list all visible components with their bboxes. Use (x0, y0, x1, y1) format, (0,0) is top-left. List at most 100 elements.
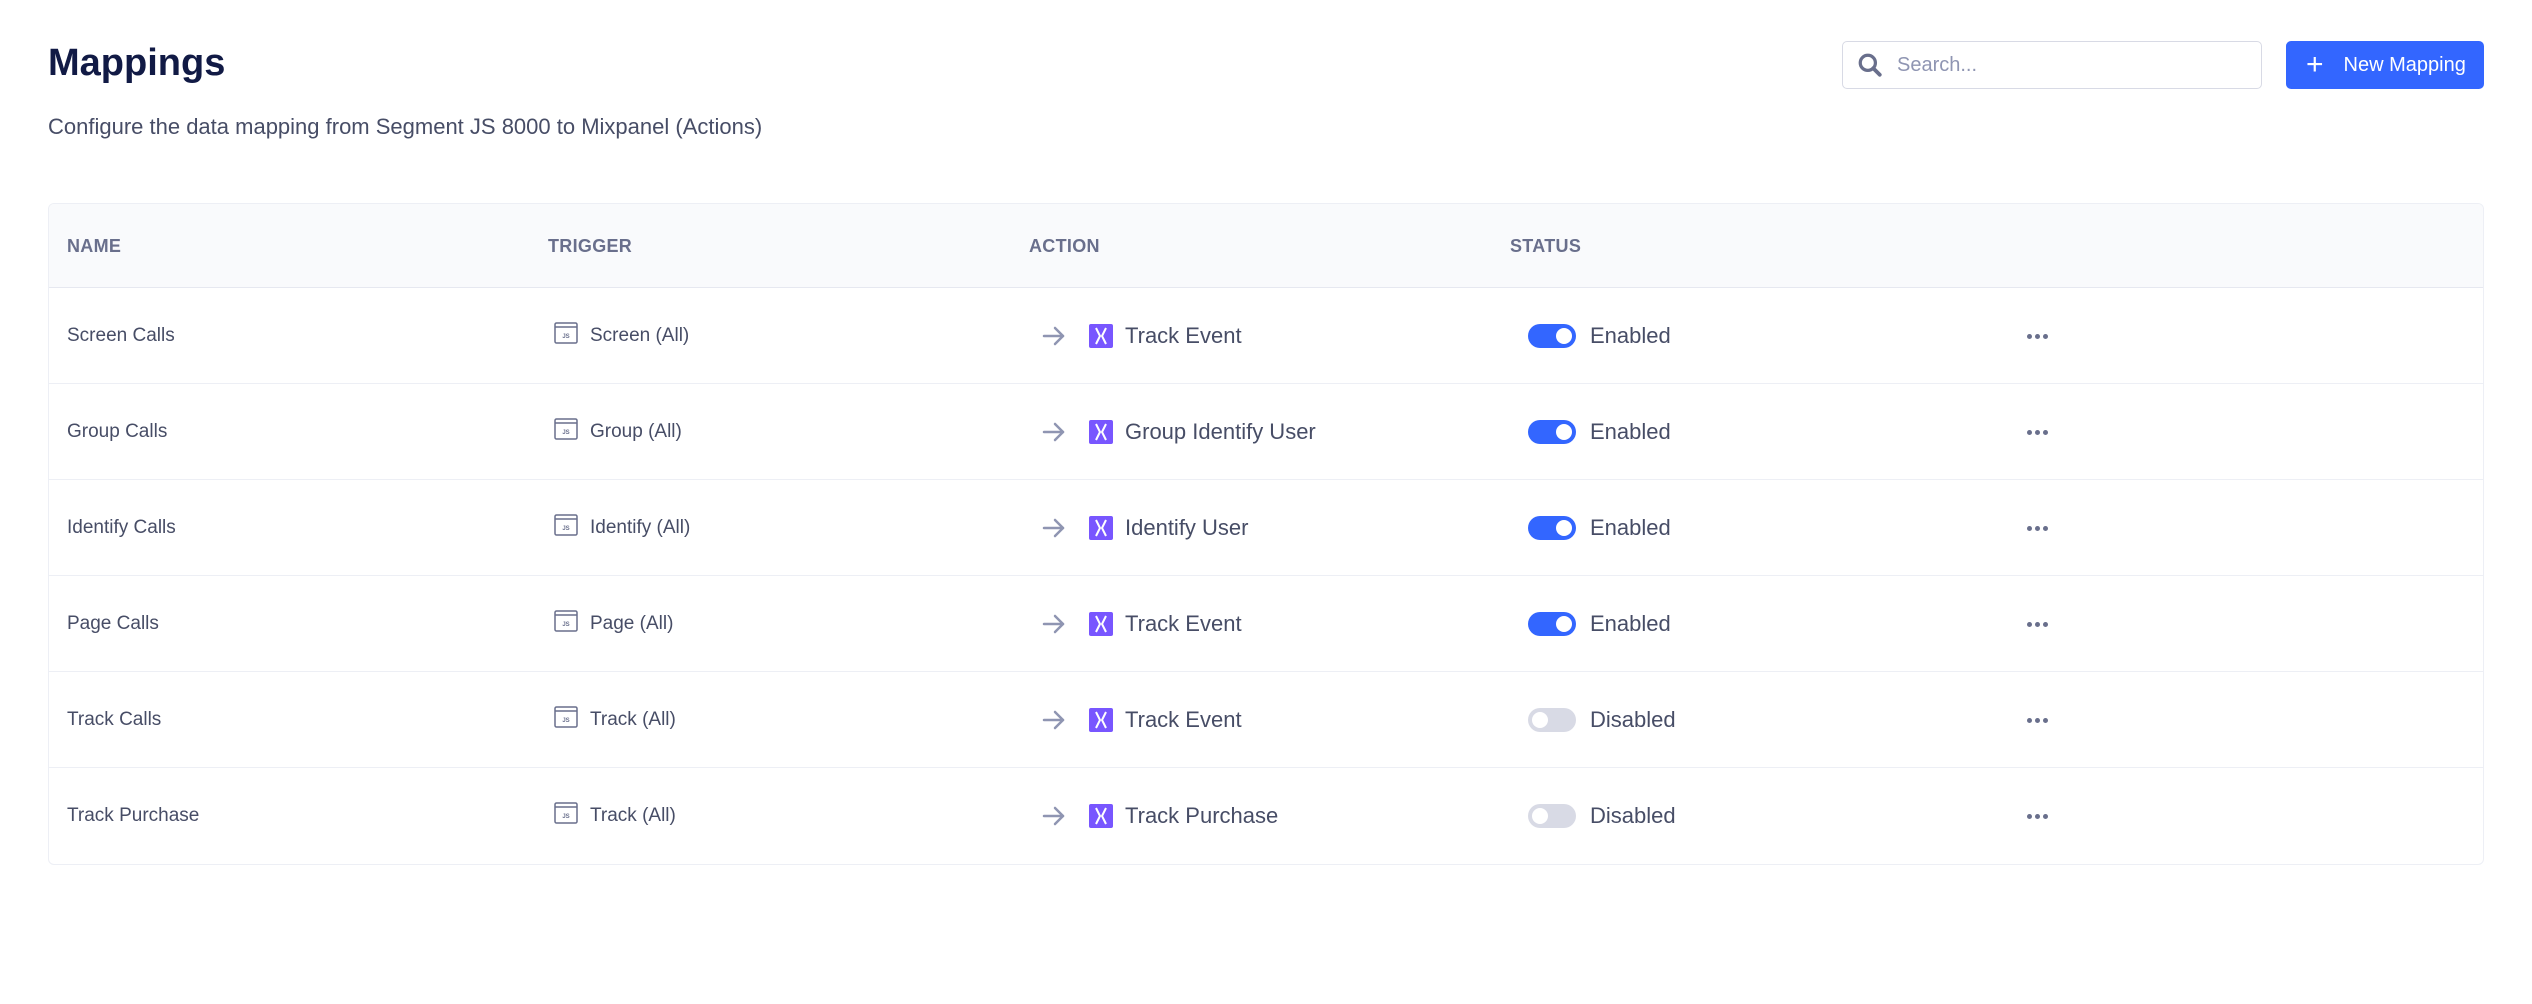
trigger-cell: JS Track (All) (554, 768, 676, 864)
mappings-table: NAME TRIGGER ACTION STATUS Screen Calls … (48, 203, 2484, 865)
toggle-knob (1556, 616, 1572, 632)
more-options-icon[interactable] (2025, 768, 2049, 864)
table-row[interactable]: Identify Calls JS Identify (All) Identif… (49, 480, 2483, 576)
js-file-icon: JS (554, 418, 578, 440)
status-cell: Disabled (1528, 672, 1676, 768)
status-toggle[interactable] (1528, 420, 1576, 444)
table-row[interactable]: Group Calls JS Group (All) Group Identif… (49, 384, 2483, 480)
js-file-icon: JS (554, 706, 578, 728)
js-file-icon: JS (554, 322, 578, 344)
status-label: Disabled (1590, 707, 1676, 732)
search-box[interactable] (1842, 41, 2262, 89)
status-toggle[interactable] (1528, 804, 1576, 828)
trigger-label: Screen (All) (590, 325, 690, 346)
status-label: Disabled (1590, 803, 1676, 828)
status-cell: Enabled (1528, 576, 1671, 672)
action-label: Track Event (1125, 707, 1242, 732)
mixpanel-logo-icon (1089, 708, 1113, 732)
js-file-icon: JS (554, 514, 578, 536)
arrow-right-icon (1042, 710, 1065, 730)
more-options-icon[interactable] (2025, 288, 2049, 384)
search-icon (1858, 53, 1882, 77)
status-toggle[interactable] (1528, 612, 1576, 636)
action-label: Track Purchase (1125, 803, 1279, 828)
action-label: Track Event (1125, 611, 1242, 636)
more-options-icon[interactable] (2025, 480, 2049, 576)
status-toggle[interactable] (1528, 516, 1576, 540)
status-label: Enabled (1590, 611, 1671, 636)
new-mapping-label: New Mapping (2343, 53, 2466, 76)
table-row[interactable]: Track Purchase JS Track (All) Track Purc… (49, 768, 2483, 864)
arrow-right-icon (1042, 326, 1065, 346)
more-options-icon[interactable] (2025, 384, 2049, 480)
action-label: Identify User (1125, 515, 1249, 540)
toggle-knob (1532, 808, 1548, 824)
svg-text:JS: JS (562, 622, 569, 628)
new-mapping-button[interactable]: + New Mapping (2286, 41, 2484, 89)
status-toggle[interactable] (1528, 324, 1576, 348)
column-header-action: ACTION (1029, 236, 1100, 256)
mapping-name: Track Calls (67, 709, 162, 730)
action-label: Track Event (1125, 323, 1242, 348)
status-cell: Enabled (1528, 480, 1671, 576)
svg-text:JS: JS (562, 526, 569, 532)
page-subtitle: Configure the data mapping from Segment … (48, 114, 763, 139)
mapping-name: Track Purchase (67, 805, 200, 826)
toggle-knob (1532, 712, 1548, 728)
action-cell: Track Event (1041, 288, 1242, 384)
toggle-knob (1556, 328, 1572, 344)
more-options-icon[interactable] (2025, 576, 2049, 672)
svg-text:JS: JS (562, 334, 569, 340)
trigger-cell: JS Group (All) (554, 384, 682, 480)
page-title: Mappings (48, 42, 226, 84)
column-header-trigger: TRIGGER (548, 236, 633, 256)
status-cell: Disabled (1528, 768, 1676, 864)
toggle-knob (1556, 424, 1572, 440)
table-header: NAME TRIGGER ACTION STATUS (49, 204, 2483, 288)
status-cell: Enabled (1528, 288, 1671, 384)
js-file-icon: JS (554, 802, 578, 824)
arrow-right-icon (1042, 806, 1065, 826)
mixpanel-logo-icon (1089, 804, 1113, 828)
svg-text:JS: JS (562, 814, 569, 820)
mapping-name: Page Calls (67, 613, 159, 634)
toggle-knob (1556, 520, 1572, 536)
action-cell: Identify User (1041, 480, 1249, 576)
mixpanel-logo-icon (1089, 324, 1113, 348)
plus-icon: + (2306, 48, 2324, 81)
search-input[interactable] (1897, 53, 2237, 77)
trigger-label: Group (All) (590, 421, 682, 442)
table-row[interactable]: Page Calls JS Page (All) Track Event Ena… (49, 576, 2483, 672)
svg-text:JS: JS (562, 718, 569, 724)
trigger-label: Track (All) (590, 805, 676, 826)
arrow-right-icon (1042, 614, 1065, 634)
mixpanel-logo-icon (1089, 420, 1113, 444)
status-label: Enabled (1590, 515, 1671, 540)
mapping-name: Identify Calls (67, 517, 176, 538)
more-options-icon[interactable] (2025, 672, 2049, 768)
js-file-icon: JS (554, 610, 578, 632)
column-header-name: NAME (67, 236, 122, 256)
table-row[interactable]: Screen Calls JS Screen (All) Track Event… (49, 288, 2483, 384)
status-label: Enabled (1590, 323, 1671, 348)
trigger-label: Track (All) (590, 709, 676, 730)
column-header-status: STATUS (1510, 236, 1582, 256)
table-row[interactable]: Track Calls JS Track (All) Track Event D… (49, 672, 2483, 768)
status-cell: Enabled (1528, 384, 1671, 480)
action-label: Group Identify User (1125, 419, 1316, 444)
trigger-cell: JS Screen (All) (554, 288, 689, 384)
arrow-right-icon (1042, 422, 1065, 442)
svg-text:JS: JS (562, 430, 569, 436)
trigger-label: Page (All) (590, 613, 674, 634)
status-toggle[interactable] (1528, 708, 1576, 732)
mapping-name: Group Calls (67, 421, 168, 442)
status-label: Enabled (1590, 419, 1671, 444)
trigger-cell: JS Page (All) (554, 576, 673, 672)
action-cell: Track Event (1041, 672, 1242, 768)
mapping-name: Screen Calls (67, 325, 175, 346)
mixpanel-logo-icon (1089, 612, 1113, 636)
trigger-cell: JS Track (All) (554, 672, 676, 768)
action-cell: Group Identify User (1041, 384, 1316, 480)
arrow-right-icon (1042, 518, 1065, 538)
trigger-cell: JS Identify (All) (554, 480, 690, 576)
